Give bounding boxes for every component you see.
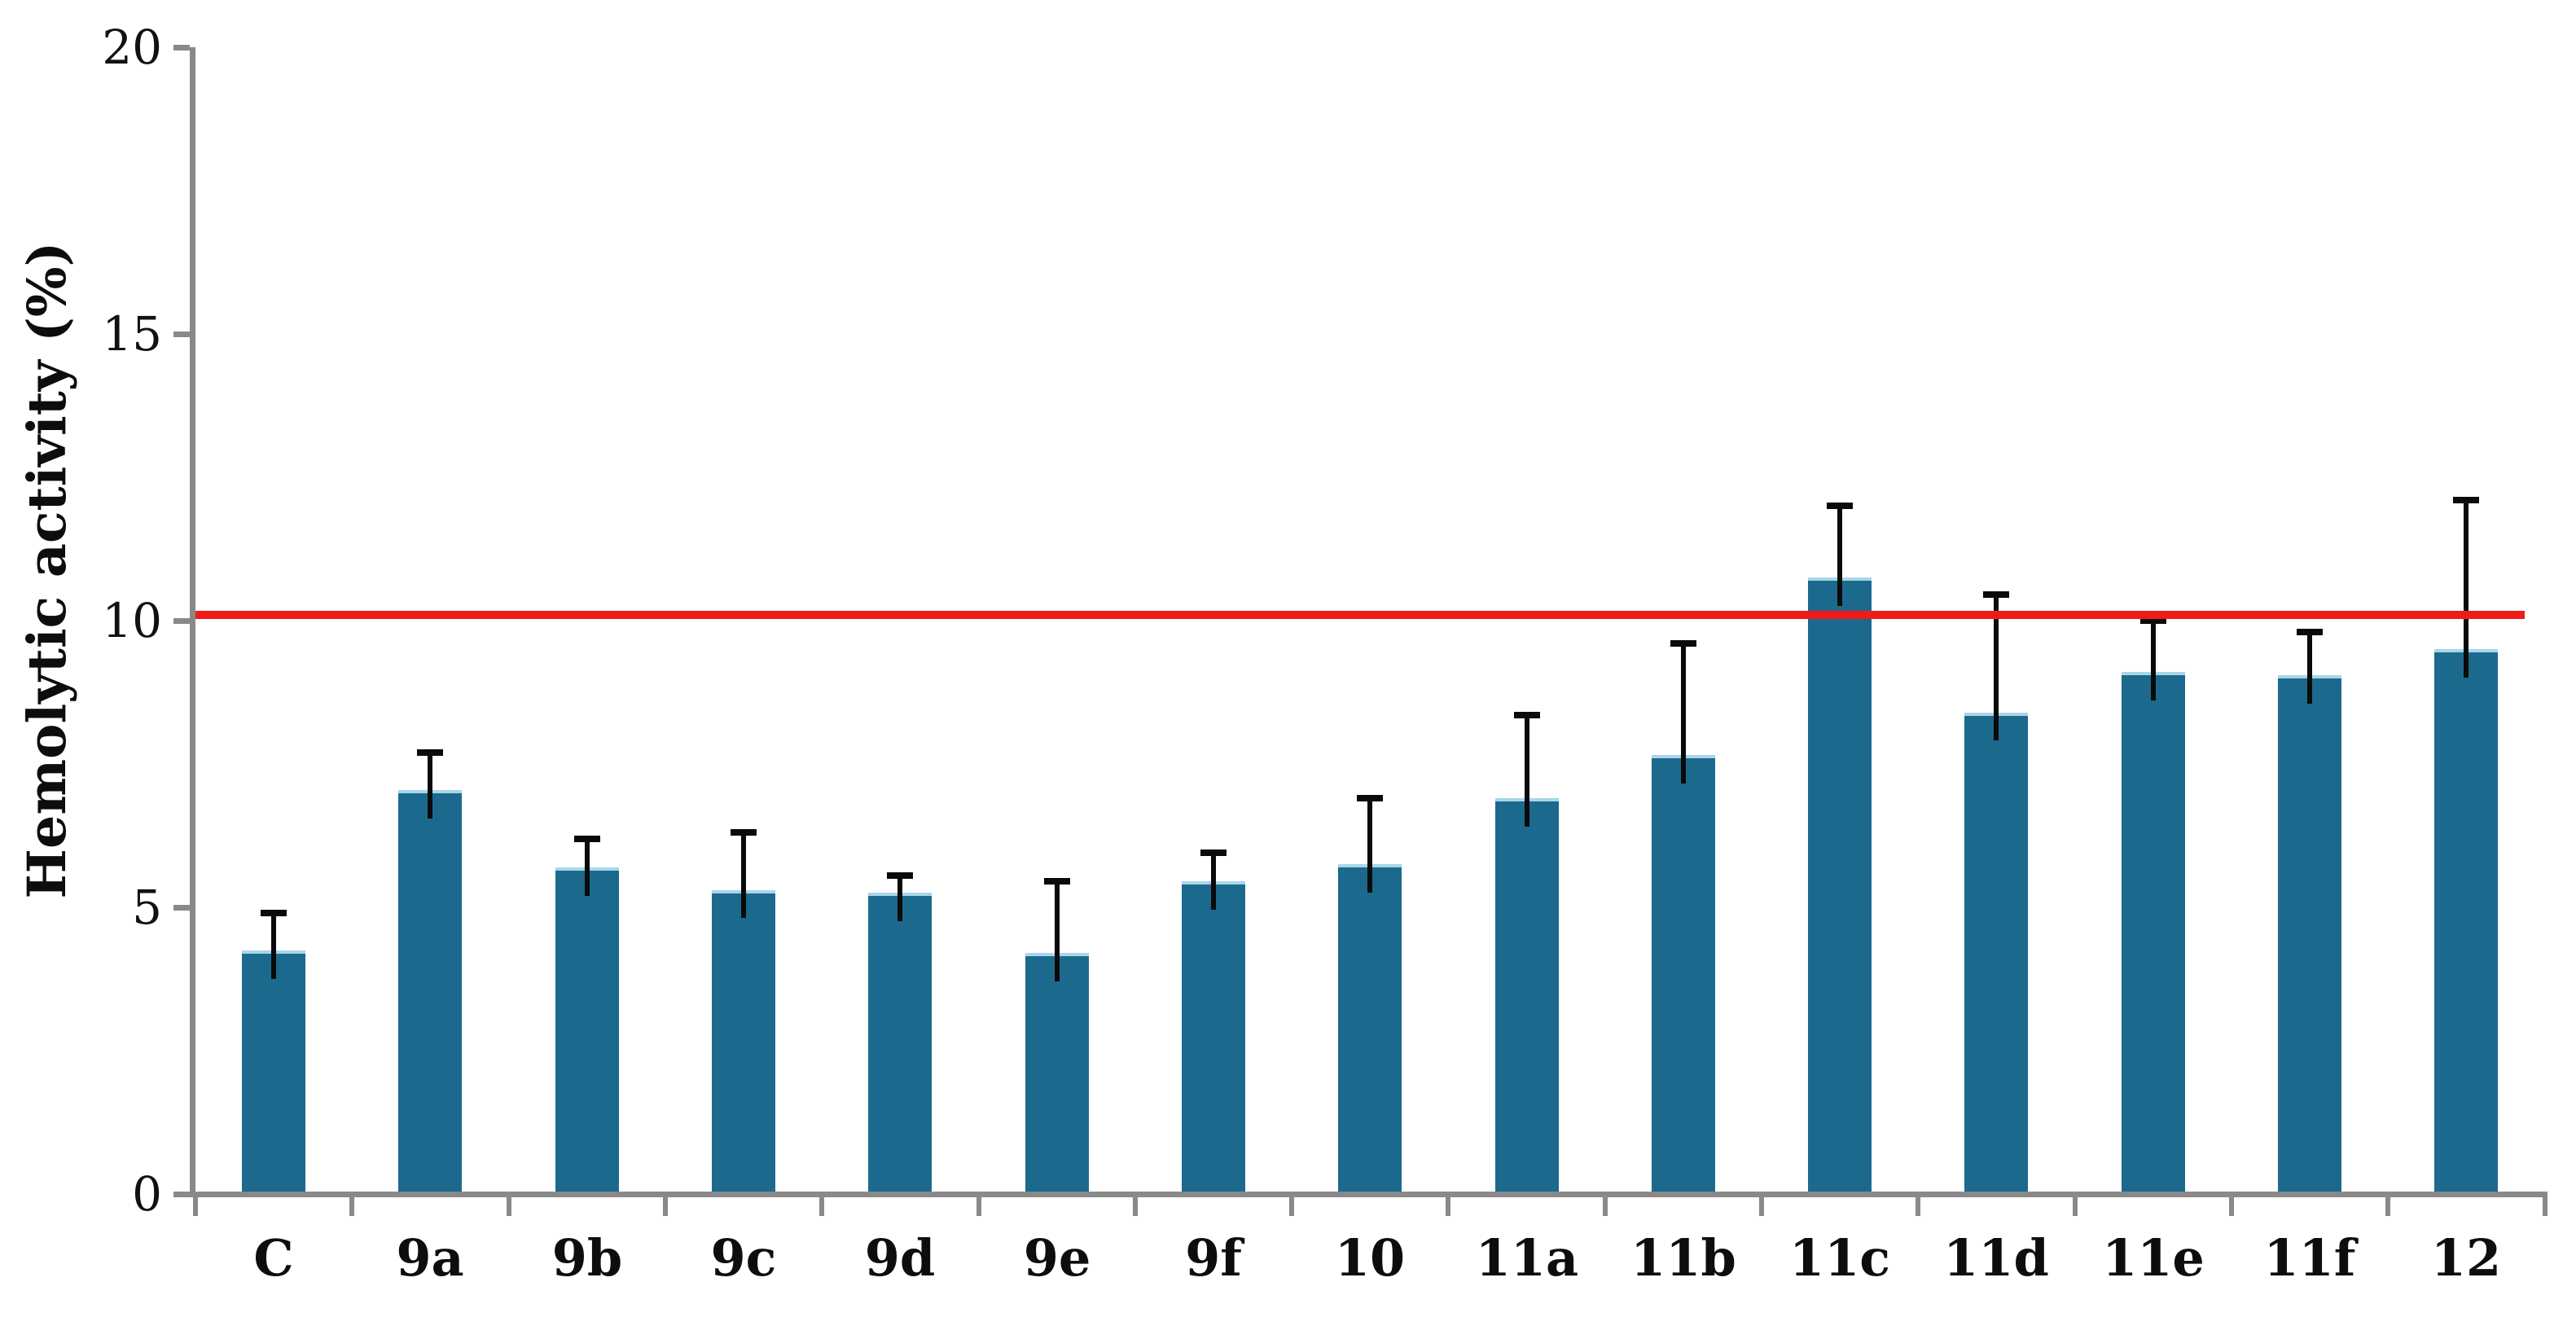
bar-C	[242, 950, 305, 1197]
error-bar-cap	[1983, 591, 2009, 598]
y-axis-tick-mark	[173, 45, 190, 50]
error-bar-stem	[1055, 881, 1060, 981]
bar-11d	[1964, 713, 2028, 1197]
bar-9e	[1025, 953, 1089, 1197]
x-axis-category-label: 11e	[2102, 1228, 2205, 1288]
x-axis-tick-mark	[1603, 1196, 1608, 1216]
y-axis-tick-label: 15	[102, 306, 162, 362]
x-axis-category-label: 11c	[1788, 1228, 1891, 1288]
x-axis-line	[190, 1192, 2547, 1197]
error-bar-cap	[2297, 629, 2323, 635]
bar-9c	[712, 890, 775, 1197]
x-axis-category-label: 12	[2430, 1228, 2502, 1288]
x-axis-tick-mark	[1133, 1196, 1138, 1216]
x-axis-category-label: 9f	[1185, 1228, 1242, 1288]
y-axis-tick-mark	[173, 905, 190, 911]
x-axis-category-label: 9e	[1023, 1228, 1091, 1288]
y-axis-tick-mark	[173, 331, 190, 337]
y-axis-tick-mark	[173, 1192, 190, 1197]
x-axis-tick-mark	[349, 1196, 354, 1216]
error-bar-stem	[1211, 853, 1216, 910]
x-axis-tick-mark	[2543, 1196, 2547, 1216]
x-axis-tick-mark	[193, 1196, 198, 1216]
x-axis-category-label: 11f	[2263, 1228, 2356, 1288]
x-axis-category-label: 11d	[1943, 1228, 2049, 1288]
x-axis-tick-mark	[2073, 1196, 2078, 1216]
x-axis-tick-mark	[663, 1196, 668, 1216]
x-axis-tick-mark	[2229, 1196, 2234, 1216]
bar-11a	[1495, 798, 1559, 1197]
x-axis-tick-mark	[1916, 1196, 1920, 1216]
x-axis-tick-mark	[976, 1196, 981, 1216]
y-axis-tick-mark	[173, 618, 190, 624]
error-bar-stem	[428, 753, 432, 819]
error-bar-cap	[574, 836, 600, 842]
x-axis-category-label: 9a	[396, 1228, 464, 1288]
error-bar-cap	[731, 829, 757, 836]
error-bar-cap	[2140, 617, 2166, 624]
x-axis-category-label: C	[253, 1228, 294, 1288]
y-axis-tick-label: 5	[132, 880, 162, 935]
x-axis-category-label: 11a	[1475, 1228, 1579, 1288]
bar-12	[2434, 649, 2498, 1197]
bar-10	[1338, 864, 1402, 1197]
error-bar-cap	[1670, 640, 1696, 647]
x-axis-tick-mark	[1446, 1196, 1450, 1216]
error-bar-cap	[1827, 503, 1853, 509]
x-axis-category-label: 9d	[864, 1228, 936, 1288]
error-bar-stem	[2307, 632, 2312, 704]
error-bar-cap	[1200, 849, 1227, 856]
bar-9f	[1182, 881, 1245, 1197]
error-bar-stem	[1994, 595, 1999, 740]
bar-9a	[398, 790, 462, 1197]
bar-11f	[2278, 675, 2341, 1197]
reference-line	[190, 611, 2525, 619]
error-bar-stem	[741, 832, 746, 918]
bar-11b	[1652, 755, 1715, 1197]
x-axis-category-label: 9b	[551, 1228, 623, 1288]
error-bar-stem	[1681, 643, 1686, 784]
error-bar-cap	[2453, 497, 2479, 503]
error-bar-cap	[261, 910, 287, 916]
error-bar-stem	[271, 913, 276, 979]
x-axis-tick-mark	[1289, 1196, 1294, 1216]
x-axis-tick-mark	[2385, 1196, 2390, 1216]
bar-9d	[868, 893, 932, 1197]
error-bar-cap	[417, 749, 443, 756]
y-axis-tick-label: 20	[102, 20, 162, 75]
x-axis-category-label: 11b	[1630, 1228, 1736, 1288]
y-axis-tick-label: 0	[132, 1166, 162, 1222]
x-axis-category-label: 9c	[710, 1228, 777, 1288]
x-axis-tick-mark	[507, 1196, 511, 1216]
x-axis-tick-mark	[819, 1196, 824, 1216]
error-bar-stem	[1837, 506, 1842, 606]
y-axis-line	[190, 47, 195, 1196]
error-bar-cap	[1044, 878, 1070, 885]
error-bar-stem	[897, 876, 902, 921]
error-bar-stem	[2151, 621, 2156, 700]
x-axis-category-label: 10	[1334, 1228, 1406, 1288]
bar-11c	[1808, 577, 1872, 1197]
error-bar-stem	[1367, 798, 1372, 893]
bar-9b	[555, 867, 619, 1197]
error-bar-cap	[1357, 795, 1383, 801]
error-bar-cap	[887, 872, 913, 879]
error-bar-stem	[1525, 715, 1529, 827]
error-bar-stem	[2464, 500, 2468, 678]
y-axis-tick-label: 10	[102, 593, 162, 648]
error-bar-cap	[1514, 712, 1540, 718]
x-axis-tick-mark	[1759, 1196, 1764, 1216]
bar-11e	[2122, 672, 2185, 1197]
error-bar-stem	[585, 839, 590, 896]
